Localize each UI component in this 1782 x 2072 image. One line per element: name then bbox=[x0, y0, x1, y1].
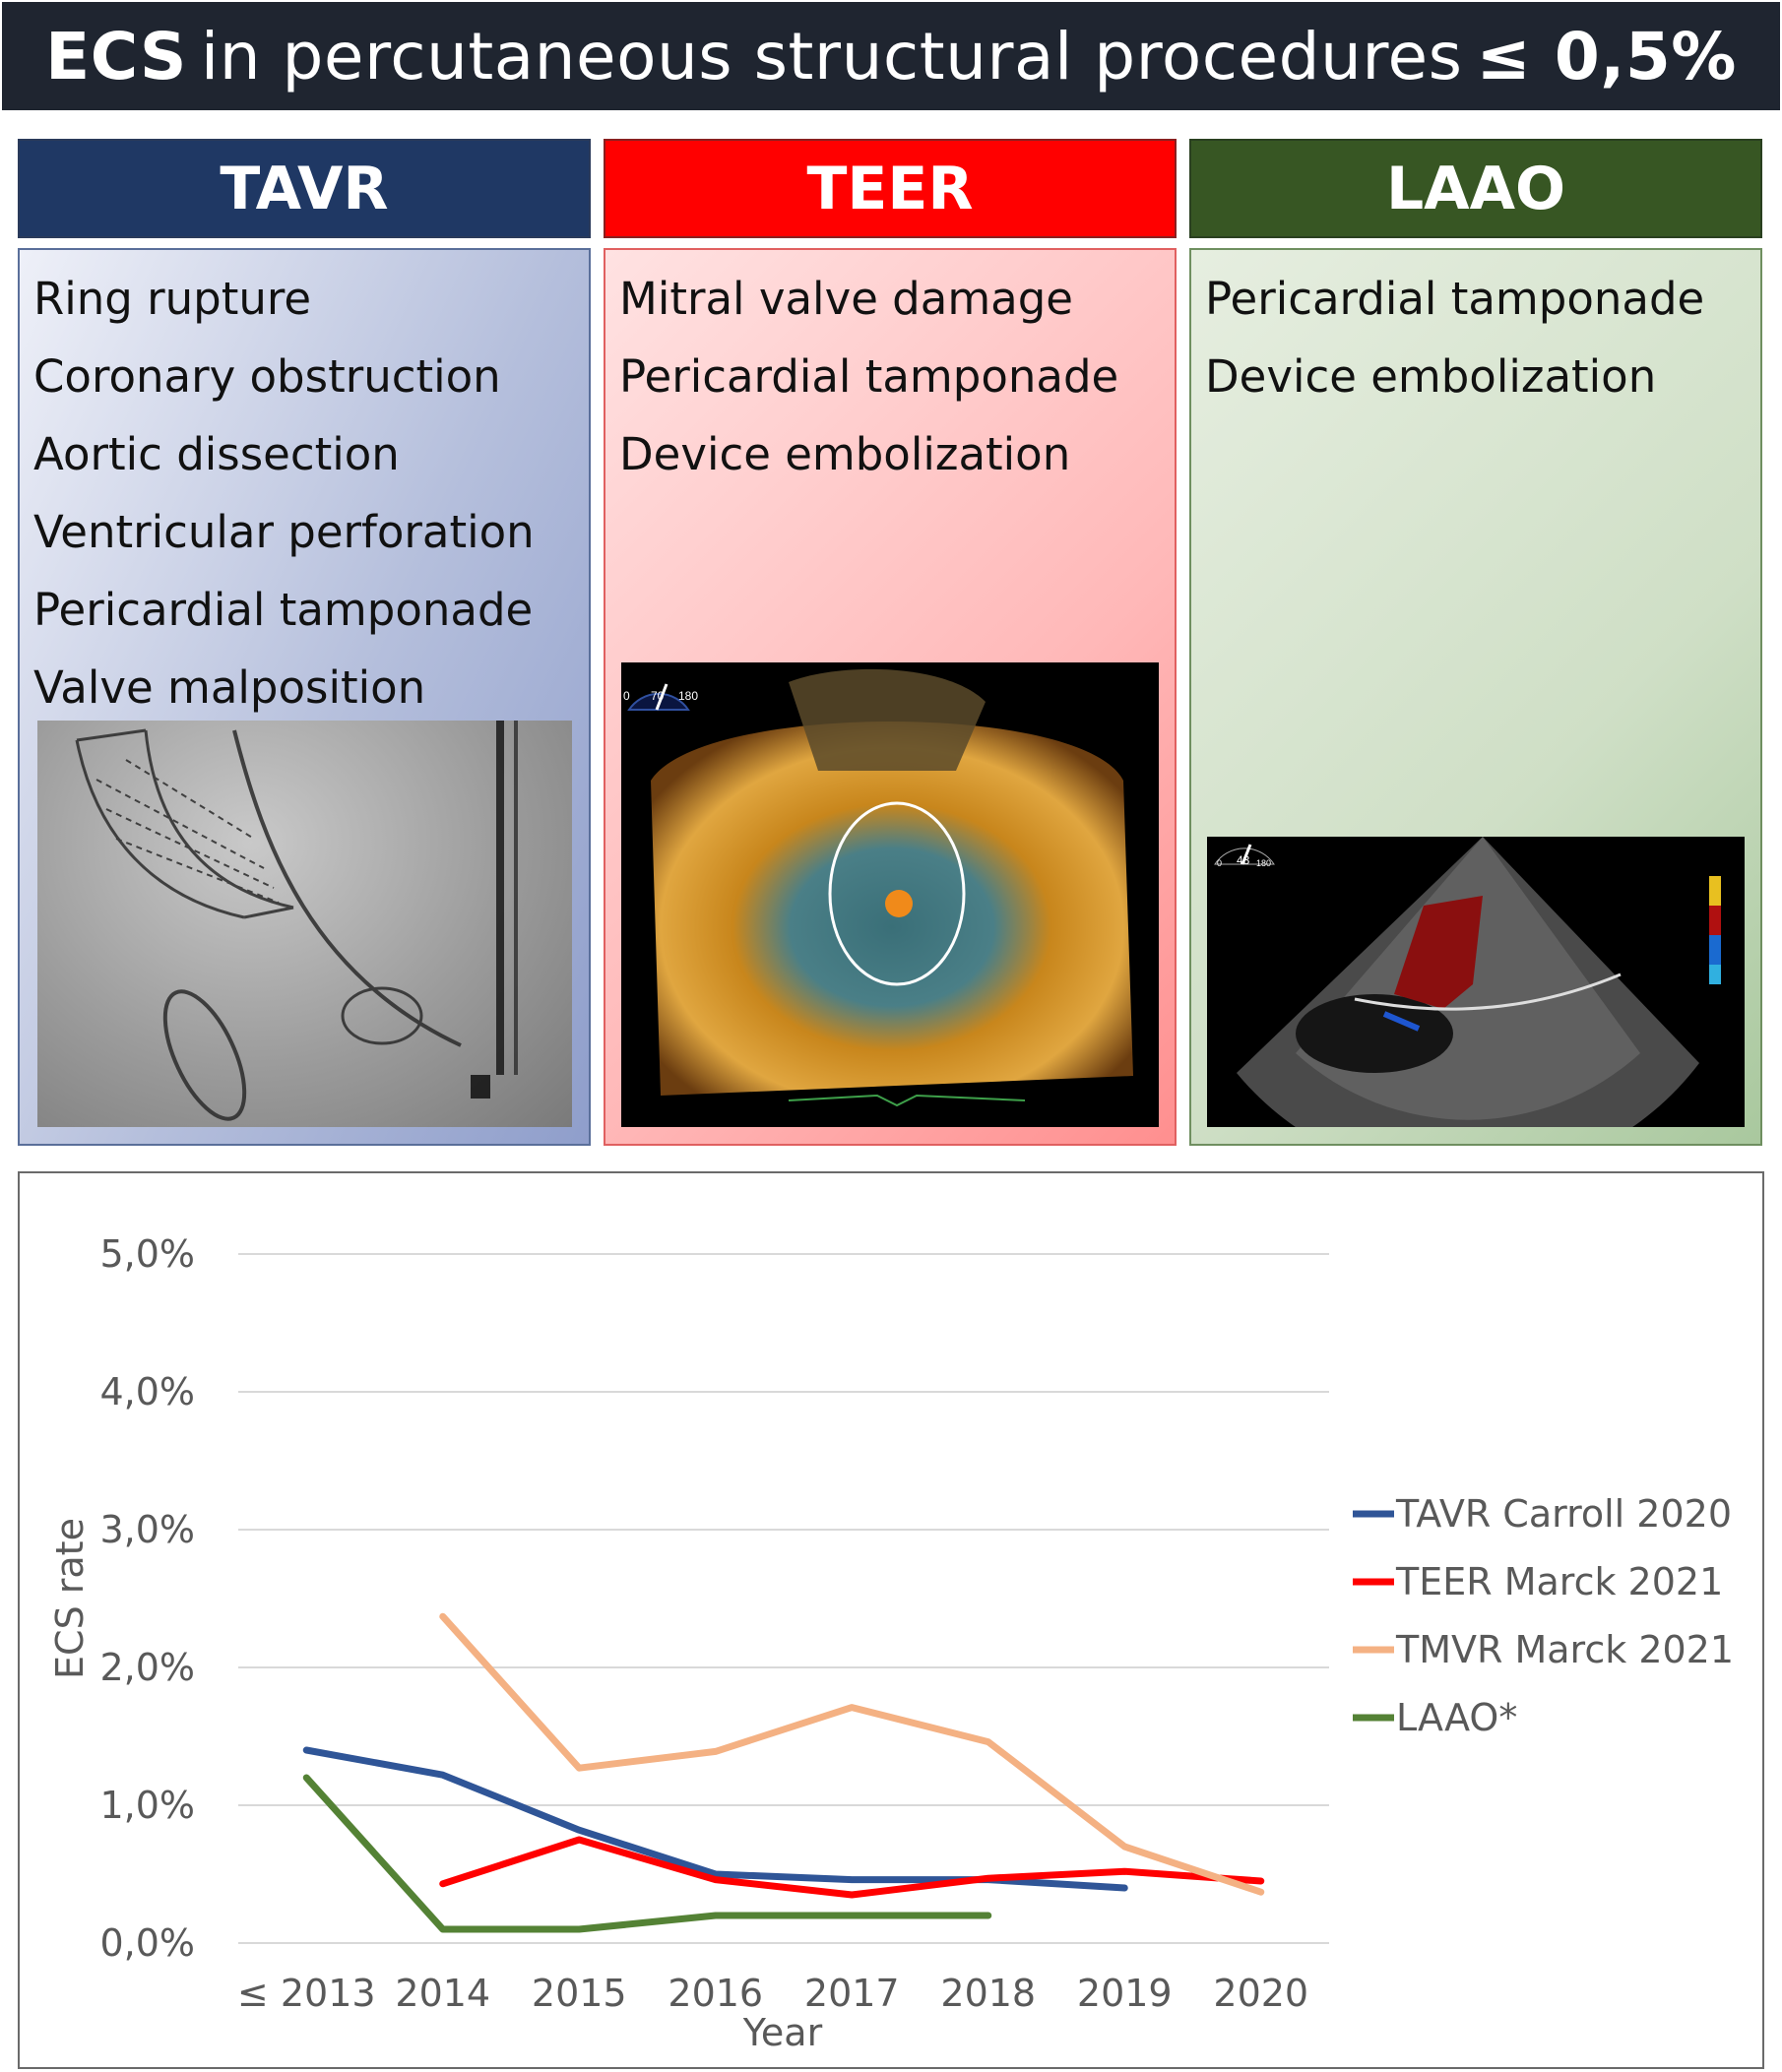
chart-frame: 0,0% 1,0% 2,0% 3,0% 4,0% 5,0% ≤ 2013 2014 2015 20… bbox=[18, 1171, 1764, 2069]
x-tick-label: ≤ 2013 bbox=[237, 1972, 376, 2015]
list-item: Device embolization bbox=[619, 428, 1071, 480]
y-tick-label: 0,0% bbox=[99, 1921, 195, 1965]
x-tick-label: 2014 bbox=[395, 1972, 490, 2015]
banner-prefix: ECS bbox=[45, 18, 187, 94]
list-item: Pericardial tamponade bbox=[33, 584, 534, 636]
list-item: Aortic dissection bbox=[33, 428, 400, 480]
list-item: Ventricular perforation bbox=[33, 506, 535, 558]
y-tick-label: 3,0% bbox=[99, 1508, 195, 1551]
banner-middle: in percutaneous structural procedures bbox=[200, 18, 1463, 94]
echo-angle-label: 180 bbox=[678, 689, 698, 703]
echo-angle-label: 0 bbox=[623, 689, 630, 703]
x-axis-title: Year bbox=[742, 2011, 823, 2054]
laao-complication-list: Pericardial tamponade Device embolizatio… bbox=[1191, 250, 1760, 415]
y-tick-label: 2,0% bbox=[99, 1646, 195, 1689]
tavr-header: TAVR bbox=[18, 139, 591, 238]
tee-angle-label: 0 bbox=[1217, 858, 1222, 868]
banner-suffix: ≤ 0,5% bbox=[1476, 18, 1737, 94]
tavr-complication-list: Ring rupture Coronary obstruction Aortic… bbox=[20, 250, 589, 726]
series-line bbox=[302, 1746, 1128, 1892]
laao-header: LAAO bbox=[1189, 139, 1762, 238]
ecs-rate-line-chart: 0,0% 1,0% 2,0% 3,0% 4,0% 5,0% ≤ 2013 2014 2015 20… bbox=[48, 1232, 1734, 2054]
fluoroscopy-image bbox=[37, 721, 572, 1127]
3d-echo-image: 0 70 180 bbox=[621, 662, 1159, 1127]
x-tick-label: 2020 bbox=[1213, 1972, 1308, 2015]
teer-complication-list: Mitral valve damage Pericardial tamponad… bbox=[605, 250, 1175, 493]
list-item: Pericardial tamponade bbox=[619, 350, 1119, 403]
list-item: Coronary obstruction bbox=[33, 350, 501, 403]
list-item: Pericardial tamponade bbox=[1205, 273, 1705, 325]
teer-header: TEER bbox=[604, 139, 1177, 238]
y-tick-label: 4,0% bbox=[99, 1370, 195, 1413]
x-tick-label: 2019 bbox=[1077, 1972, 1173, 2015]
echo-angle-label: 70 bbox=[651, 689, 665, 703]
y-axis-title: ECS rate bbox=[48, 1518, 92, 1679]
legend-label: LAAO* bbox=[1396, 1696, 1517, 1739]
x-tick-label: 2018 bbox=[940, 1972, 1036, 2015]
series-line bbox=[302, 1774, 992, 1933]
list-item: Mitral valve damage bbox=[619, 273, 1073, 325]
y-tick-label: 1,0% bbox=[99, 1784, 195, 1827]
y-tick-label: 5,0% bbox=[99, 1232, 195, 1276]
tee-doppler-image: 0 43 180 bbox=[1207, 837, 1745, 1127]
list-item: Valve malposition bbox=[33, 661, 426, 714]
x-tick-label: 2017 bbox=[804, 1972, 900, 2015]
list-item: Ring rupture bbox=[33, 273, 312, 325]
x-tick-label: 2015 bbox=[532, 1972, 627, 2015]
title-banner: ECS in percutaneous structural procedure… bbox=[2, 2, 1780, 110]
legend-label: TAVR Carroll 2020 bbox=[1395, 1492, 1732, 1536]
series-line bbox=[439, 1836, 1265, 1899]
list-item: Device embolization bbox=[1205, 350, 1657, 403]
legend-label: TMVR Marck 2021 bbox=[1395, 1628, 1734, 1671]
tee-angle-label: 43 bbox=[1237, 853, 1250, 867]
series-line bbox=[439, 1612, 1265, 1896]
tee-angle-label: 180 bbox=[1256, 858, 1271, 868]
legend-label: TEER Marck 2021 bbox=[1395, 1560, 1723, 1603]
x-tick-label: 2016 bbox=[668, 1972, 763, 2015]
